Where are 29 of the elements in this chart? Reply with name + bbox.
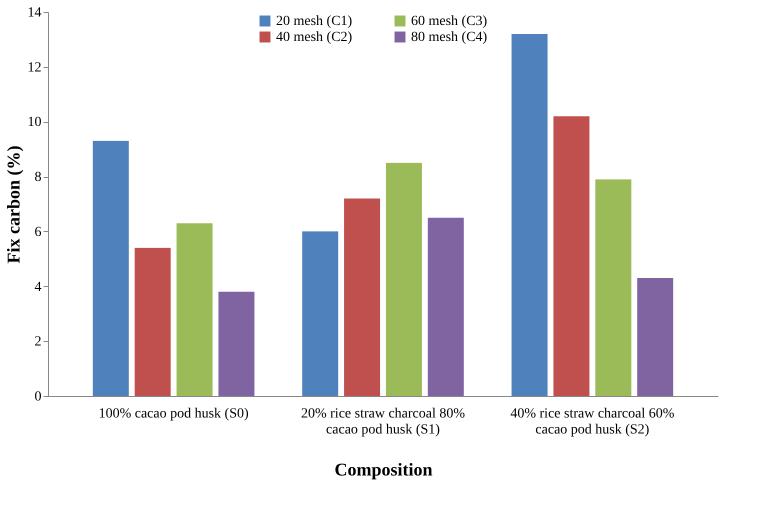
legend-label: 40 mesh (C2): [276, 30, 353, 45]
y-axis-title: Fix carbon (%): [4, 146, 24, 264]
y-tick-label: 0: [34, 390, 42, 404]
y-tick-label: 6: [34, 224, 42, 240]
bar: [595, 179, 632, 396]
bar: [428, 218, 464, 396]
bar: [386, 162, 422, 396]
x-tick-label: 40% rice straw charcoal 60% cacao pod husk (S2): [510, 406, 675, 438]
x-tick-label: 20% rice straw charcoal 80% cacao pod husk (S1): [300, 406, 466, 438]
bar: [134, 248, 171, 396]
y-tick-label: 10: [28, 115, 42, 130]
legend-label: 80 mesh (C4): [411, 30, 488, 45]
y-tick-label: 4: [34, 280, 42, 295]
bar: [553, 116, 590, 396]
y-tick-label: 14: [28, 6, 42, 20]
legend-label: 20 mesh (C1): [276, 14, 353, 29]
bar: [302, 231, 338, 396]
bar: [218, 292, 254, 396]
bar: [92, 140, 129, 396]
y-tick-label: 12: [28, 60, 42, 76]
bar: [344, 198, 380, 396]
legend-label: 60 mesh (C3): [411, 14, 488, 29]
bar: [637, 278, 674, 396]
bar: [512, 34, 548, 396]
x-tick-label: 100% cacao pod husk (S0): [98, 406, 249, 422]
y-tick-label: 2: [34, 334, 42, 350]
y-tick-label: 8: [34, 170, 42, 186]
x-axis-title: Composition: [334, 460, 433, 480]
bar: [176, 223, 213, 396]
